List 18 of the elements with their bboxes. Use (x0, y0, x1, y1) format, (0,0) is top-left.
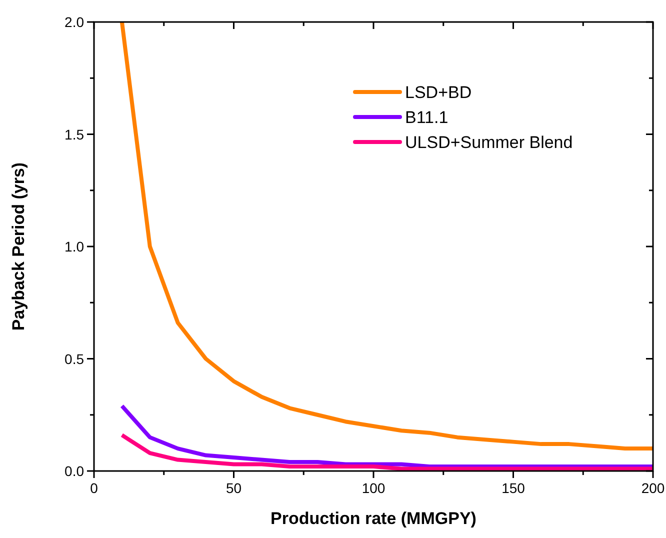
line-series (120, 433, 653, 471)
x-tick-label: 0 (90, 480, 98, 496)
x-tick-label: 100 (362, 480, 386, 496)
legend-label: B11.1 (405, 108, 448, 127)
y-tick-label: 0.5 (64, 350, 84, 367)
y-axis-title: Payback Period (yrs) (9, 162, 28, 331)
y-tick-label: 1.5 (64, 126, 84, 142)
x-tick-label: 150 (502, 480, 526, 496)
legend-label: LSD+BD (405, 83, 472, 102)
x-tick-label: 200 (641, 480, 665, 496)
x-axis-title: Production rate (MMGPY) (270, 509, 476, 528)
x-tick-label: 50 (226, 480, 242, 496)
y-tick-label: 1.0 (64, 238, 84, 254)
y-tick-label: 0.0 (64, 463, 84, 479)
legend-label: ULSD+Summer Blend (405, 133, 573, 152)
line-series (120, 404, 653, 469)
line-series (120, 22, 653, 451)
y-tick-label: 2.0 (64, 14, 84, 30)
